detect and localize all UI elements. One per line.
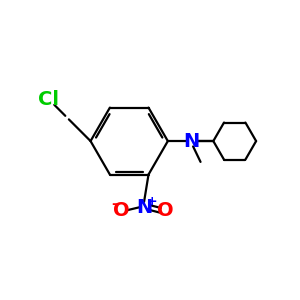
Text: O: O bbox=[157, 201, 174, 220]
Text: Cl: Cl bbox=[38, 90, 59, 109]
Text: N: N bbox=[184, 132, 200, 151]
Text: +: + bbox=[147, 195, 158, 208]
Text: N: N bbox=[136, 198, 152, 217]
Text: -: - bbox=[112, 197, 117, 211]
Text: O: O bbox=[113, 201, 130, 220]
